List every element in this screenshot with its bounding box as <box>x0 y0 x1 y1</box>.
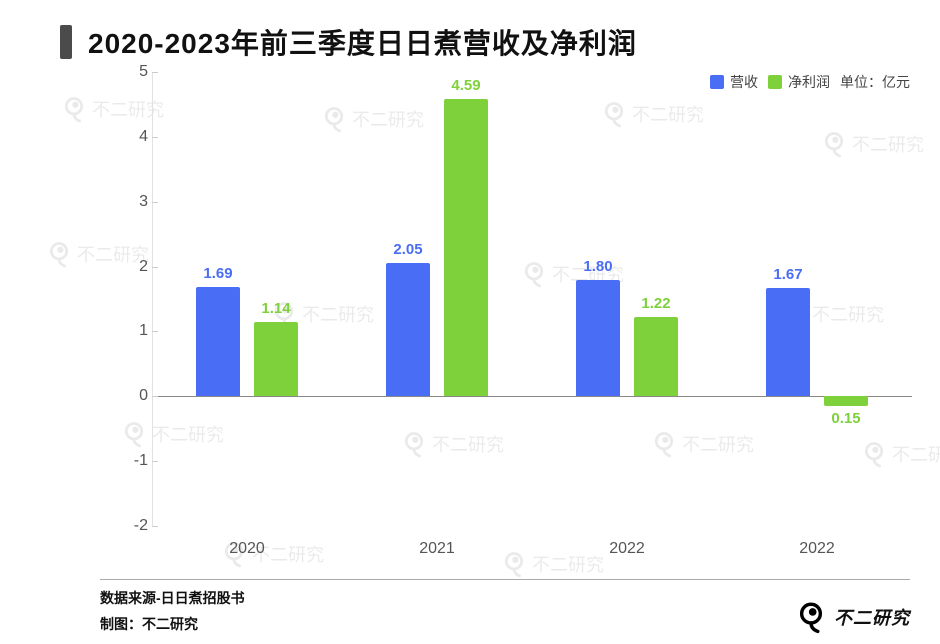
bar-value-label: 0.15 <box>831 410 860 427</box>
bar-value-label: 1.69 <box>203 265 232 282</box>
x-category-label: 2022 <box>609 540 645 558</box>
y-tick-mark <box>152 461 158 462</box>
bar-value-label: 1.67 <box>773 266 802 283</box>
plot-area: 1.69 1.14 2.05 4.59 1.80 1.22 1.67 0.15 <box>152 72 912 526</box>
bar-revenue: 1.67 <box>766 288 810 396</box>
bar-revenue: 2.05 <box>386 263 430 396</box>
bar-value-label: 1.14 <box>261 300 290 317</box>
y-tick-mark <box>152 331 158 332</box>
chart-title: 2020-2023年前三季度日日煮营收及净利润 <box>88 22 637 62</box>
y-tick-label: 5 <box>100 63 148 81</box>
x-category-label: 2020 <box>229 540 265 558</box>
y-tick-label: 1 <box>100 322 148 340</box>
y-tick-label: 3 <box>100 193 148 211</box>
title-accent <box>60 25 72 59</box>
title-bar: 2020-2023年前三季度日日煮营收及净利润 <box>60 22 637 62</box>
bar-revenue: 1.69 <box>196 287 240 397</box>
bar-value-label: 1.80 <box>583 258 612 275</box>
y-tick-label: -2 <box>100 517 148 535</box>
y-tick-mark <box>152 202 158 203</box>
bar-revenue: 1.80 <box>576 280 620 397</box>
bar-value-label: 2.05 <box>393 241 422 258</box>
y-tick-label: 0 <box>100 387 148 405</box>
y-tick-mark <box>152 72 158 73</box>
bar-net_profit: 1.22 <box>634 317 678 396</box>
bar-value-label: 4.59 <box>451 77 480 94</box>
y-tick-mark <box>152 396 158 397</box>
bar-net_profit: 1.14 <box>254 322 298 396</box>
brand-eye-icon <box>794 600 828 634</box>
bar-net_profit: 0.15 <box>824 396 868 406</box>
bar-net_profit: 4.59 <box>444 99 488 397</box>
footer-logo: 不二研究 <box>794 600 910 634</box>
y-tick-mark <box>152 267 158 268</box>
y-tick-label: -1 <box>100 452 148 470</box>
footer-brand-text: 不二研究 <box>834 604 910 630</box>
y-tick-label: 4 <box>100 128 148 146</box>
y-tick-mark <box>152 137 158 138</box>
x-category-label: 2021 <box>419 540 455 558</box>
zero-line <box>152 396 912 397</box>
chart-area: 1.69 1.14 2.05 4.59 1.80 1.22 1.67 0.15 -2 -1 0 1 2… <box>100 72 912 558</box>
y-tick-label: 2 <box>100 258 148 276</box>
x-category-label: 2022 <box>799 540 835 558</box>
footer-source: 数据来源-日日煮招股书 <box>100 588 245 608</box>
y-tick-mark <box>152 526 158 527</box>
bar-value-label: 1.22 <box>641 295 670 312</box>
footer-credit: 制图：不二研究 <box>100 614 245 634</box>
page-root: { "title": "2020-2023年前三季度日日煮营收及净利润", "l… <box>0 0 940 644</box>
footer: 数据来源-日日煮招股书 制图：不二研究 不二研究 <box>100 579 910 634</box>
footer-left: 数据来源-日日煮招股书 制图：不二研究 <box>100 588 245 634</box>
